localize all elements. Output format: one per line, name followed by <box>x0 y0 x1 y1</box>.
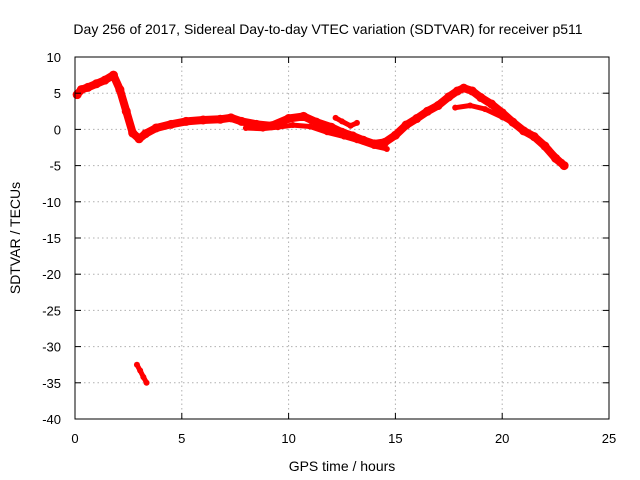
data-point <box>91 79 101 89</box>
data-point <box>467 102 474 109</box>
tick-layer: 0 5 10 15 20 25 10 5 0 -5 -10 -15 -20 -25 -30 -35 -40 <box>42 50 616 446</box>
x-tick-label: 15 <box>388 431 402 446</box>
data-point <box>121 106 131 116</box>
x-tick-label: 0 <box>71 431 78 446</box>
y-tick-label: -25 <box>42 303 61 318</box>
x-axis-title: GPS time / hours <box>289 458 396 474</box>
series-main-band <box>73 71 569 170</box>
data-point <box>289 122 296 129</box>
y-tick-label: -35 <box>42 376 61 391</box>
data-point <box>284 114 294 124</box>
data-point <box>311 117 321 127</box>
data-point <box>128 128 138 138</box>
data-point <box>181 116 191 126</box>
data-point <box>353 119 360 126</box>
data-point <box>274 124 281 131</box>
data-point <box>237 116 247 126</box>
x-tick-label: 10 <box>281 431 295 446</box>
x-tick-label: 20 <box>495 431 509 446</box>
series-outlier-segment <box>134 362 150 386</box>
x-tick-label: 5 <box>178 431 185 446</box>
data-point <box>390 130 400 140</box>
data-point <box>166 119 176 129</box>
y-tick-label: 10 <box>47 50 61 65</box>
y-axis-title: SDTVAR / TECUs <box>7 182 23 294</box>
grid-layer <box>75 57 609 419</box>
data-point <box>226 113 236 123</box>
data-point <box>401 120 411 130</box>
series-lower-branch <box>243 122 390 152</box>
data-point <box>339 118 345 125</box>
data-point <box>459 83 469 93</box>
y-tick-label: -15 <box>42 231 61 246</box>
data-point <box>143 379 150 386</box>
data-point <box>115 85 125 95</box>
data-point <box>108 70 118 80</box>
data-point <box>134 134 144 144</box>
data-point <box>100 75 110 85</box>
data-point <box>452 104 459 111</box>
data-point <box>433 101 443 111</box>
y-tick-label: -5 <box>49 159 61 174</box>
data-point <box>137 367 144 374</box>
data-point <box>422 106 432 116</box>
y-tick-label: 0 <box>54 122 61 137</box>
x-tick-label: 25 <box>602 431 616 446</box>
data-point <box>215 114 225 124</box>
data-point <box>324 129 331 136</box>
data-point <box>140 374 147 381</box>
series-layer <box>72 70 569 386</box>
data-point <box>371 143 378 150</box>
y-tick-label: -40 <box>42 412 61 427</box>
data-point <box>476 93 486 103</box>
data-point <box>151 123 161 133</box>
data-point <box>531 133 538 140</box>
data-point <box>133 361 140 368</box>
data-point <box>467 86 477 96</box>
data-point <box>198 115 208 125</box>
data-point <box>516 123 523 130</box>
data-point <box>83 82 93 92</box>
data-point <box>299 111 309 121</box>
y-tick-label: -30 <box>42 340 61 355</box>
data-point <box>341 133 348 140</box>
data-point <box>242 124 249 131</box>
data-point <box>383 145 390 152</box>
y-tick-label: -10 <box>42 195 61 210</box>
data-point <box>412 114 422 124</box>
data-point <box>380 137 390 147</box>
y-tick-label: 5 <box>54 86 61 101</box>
data-point <box>559 158 566 165</box>
series-upper-branch <box>333 115 360 129</box>
data-point <box>332 114 339 121</box>
data-point <box>546 146 553 153</box>
data-point <box>140 129 150 139</box>
data-point <box>306 123 313 130</box>
data-point <box>499 114 506 121</box>
data-point <box>487 99 497 109</box>
data-point <box>353 137 360 144</box>
data-point <box>444 92 454 102</box>
data-point <box>347 122 354 129</box>
data-point <box>326 122 336 132</box>
data-point <box>259 125 266 132</box>
chart-title: Day 256 of 2017, Sidereal Day-to-day VTE… <box>73 21 582 37</box>
data-point <box>482 106 489 113</box>
y-tick-label: -20 <box>42 267 61 282</box>
